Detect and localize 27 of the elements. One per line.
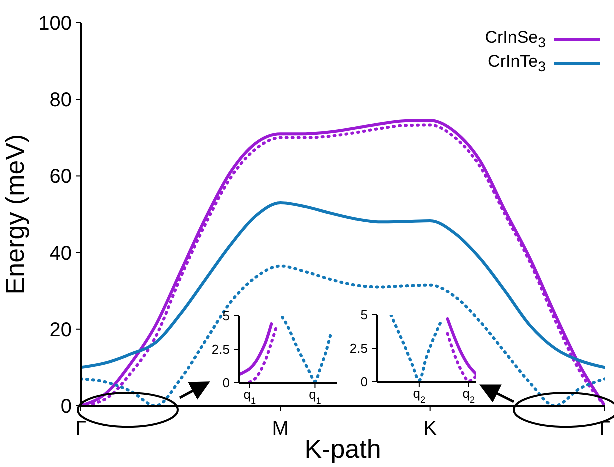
x-tick-label: Γ: [75, 418, 87, 440]
y-tick-label: 0: [222, 376, 230, 391]
legend-label: CrInTe$_{3}$: [488, 52, 546, 76]
y-tick-label: 0: [60, 396, 72, 418]
x-tick-label: q$_{1}$: [309, 387, 322, 406]
x-axis-title: K-path: [304, 434, 382, 464]
x-tick-label: q$_{1}$: [244, 387, 256, 406]
y-tick-label: 5: [222, 308, 230, 324]
y-tick-label: 20: [50, 319, 72, 342]
line-series: [390, 315, 442, 382]
y-tick-label: 2.5: [350, 341, 368, 356]
y-axis-title: Energy (meV): [0, 134, 30, 295]
line-series: [81, 202, 605, 370]
x-tick-label: M: [272, 418, 289, 440]
y-tick-label: 0: [360, 374, 368, 390]
legend-label: CrInSe$_{3}$: [485, 28, 546, 52]
x-tick-label: K: [424, 418, 438, 440]
y-tick-label: 2.5: [212, 342, 230, 358]
line-series: [239, 322, 274, 376]
x-tick-label: q$_{2}$: [462, 386, 476, 405]
y-tick-label: 100: [38, 13, 72, 35]
x-tick-label: q$_{2}$: [413, 386, 426, 405]
line-series: [281, 316, 334, 383]
y-tick-label: 80: [50, 90, 72, 112]
y-tick-label: 5: [360, 308, 368, 323]
y-tick-label: 40: [50, 242, 72, 265]
y-tick-label: 60: [50, 166, 72, 188]
